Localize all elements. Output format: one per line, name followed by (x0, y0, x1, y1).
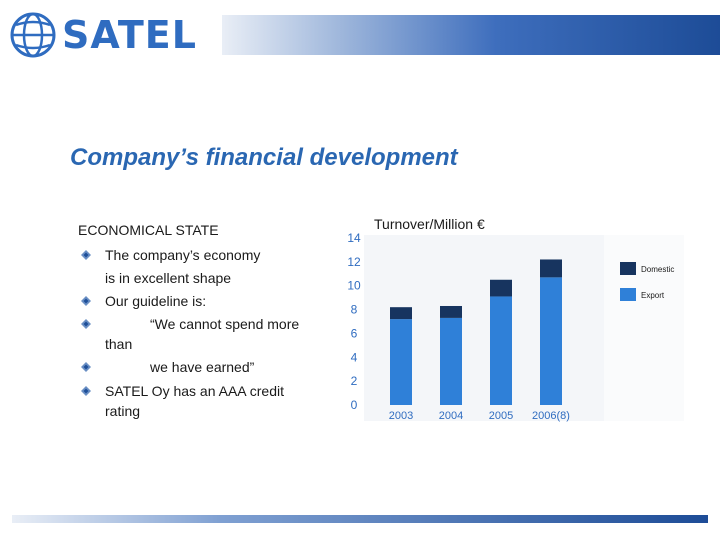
globe-icon (10, 12, 56, 58)
bar-export-2006(8) (540, 277, 562, 405)
x-tick-label: 2006(8) (532, 410, 570, 422)
legend-label-domestic: Domestic (641, 265, 674, 274)
satel-logo: SATEL (10, 10, 197, 60)
chart-title: Turnover/Million € (374, 216, 485, 232)
text-line: The company’s economy (105, 247, 261, 263)
bullet-icon (81, 319, 91, 329)
footer-bar (12, 515, 708, 523)
legend-swatch-export (620, 288, 636, 301)
text-line: Our guideline is: (105, 293, 207, 309)
bar-domestic-2006(8) (540, 259, 562, 278)
legend-label-export: Export (641, 291, 665, 300)
text-line: than (105, 336, 133, 352)
legend-swatch-domestic (620, 262, 636, 275)
y-tick-label: 8 (351, 303, 358, 317)
bullet-icon (81, 362, 91, 372)
y-tick-label: 2 (351, 374, 358, 388)
bar-export-2005 (490, 296, 512, 405)
y-tick-label: 4 (351, 350, 358, 364)
text-line: is in excellent shape (105, 270, 232, 286)
slide-title: Company’s financial development (70, 144, 458, 171)
y-tick-label: 0 (351, 398, 358, 412)
header-bar (222, 15, 720, 55)
bullet-icon (81, 296, 91, 306)
bullet-icon (81, 386, 91, 396)
bar-domestic-2004 (440, 305, 462, 318)
bar-domestic-2005 (490, 279, 512, 297)
y-tick-label: 10 (347, 279, 361, 293)
text-line: SATEL Oy has an AAA credit (105, 383, 284, 399)
y-tick-label: 12 (347, 255, 361, 269)
turnover-chart: Turnover/Million € 0 2 4 6 8 10 12 14 2003 2004 2… (347, 216, 684, 422)
brand-name: SATEL (62, 13, 197, 57)
text-heading: ECONOMICAL STATE (78, 222, 219, 238)
text-line: rating (105, 403, 141, 419)
x-tick-label: 2003 (389, 410, 413, 422)
text-line: we have earned” (150, 359, 255, 375)
bullet-icon (81, 250, 91, 260)
x-tick-label: 2004 (439, 410, 463, 422)
bar-export-2003 (390, 319, 412, 405)
x-tick-label: 2005 (489, 410, 513, 422)
bar-export-2004 (440, 317, 462, 405)
y-tick-label: 6 (351, 326, 358, 340)
bar-domestic-2003 (390, 307, 412, 320)
legend-background (604, 235, 684, 421)
y-tick-label: 14 (347, 231, 361, 245)
text-line: “We cannot spend more (150, 316, 300, 332)
